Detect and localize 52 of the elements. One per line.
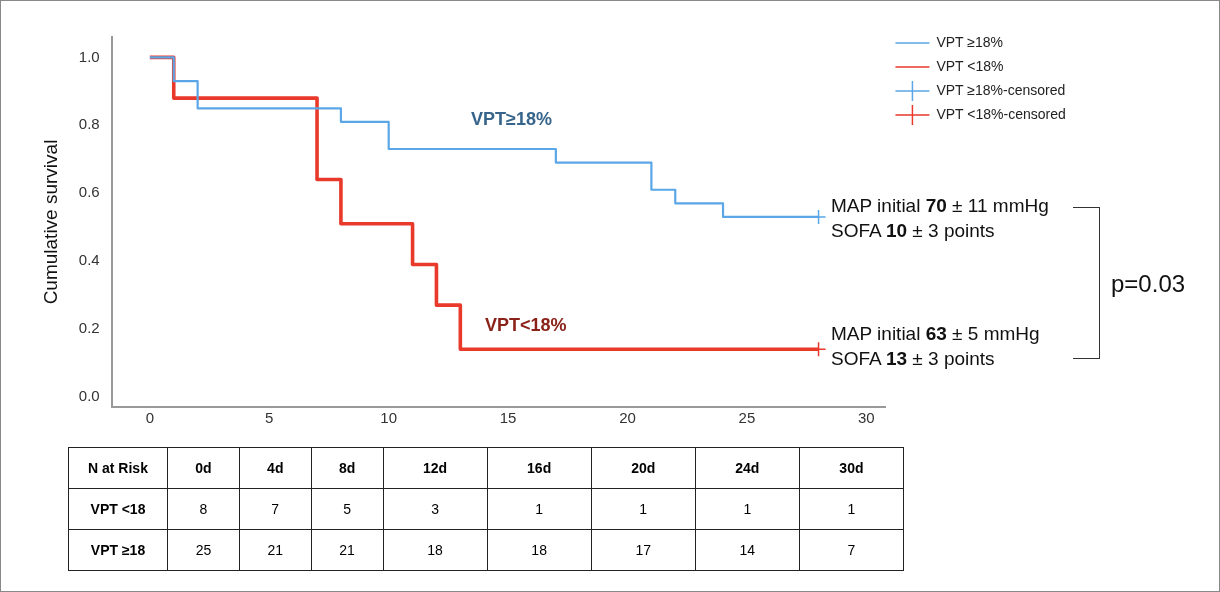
data-label: 21: [311, 529, 384, 571]
data-label: 1: [591, 488, 696, 530]
annotation: MAP initial 70 ± 11 mmHg: [831, 195, 1049, 216]
y-tick-label: 0.6: [78, 183, 100, 201]
x-tick-label: 20: [619, 409, 636, 427]
data-label: 17: [591, 529, 696, 571]
y-tick-label: VPT ≥18: [68, 529, 168, 571]
legend-label: VPT <18%: [936, 57, 1004, 74]
x-tick-label: 4d: [239, 447, 312, 489]
data-label: 5: [311, 488, 384, 530]
annotation: MAP initial 63 ± 5 mmHg: [831, 323, 1040, 344]
x-tick-label: 12d: [383, 447, 488, 489]
x-tick-label: 24d: [695, 447, 800, 489]
annotation: VPT≥18%: [471, 109, 552, 130]
x-tick-label: 20d: [591, 447, 696, 489]
x-tick-label: 5: [265, 409, 274, 427]
data-label: 1: [799, 488, 904, 530]
annotation: SOFA 10 ± 3 points: [831, 220, 995, 241]
data-label: 14: [695, 529, 800, 571]
y-tick-label: 0.4: [78, 251, 100, 269]
x-tick-label: 30d: [799, 447, 904, 489]
x-tick-label: 0d: [167, 447, 240, 489]
x-tick-label: 0: [145, 409, 155, 427]
annotation: SOFA 13 ± 3 points: [831, 348, 995, 369]
data-label: 7: [799, 529, 904, 571]
chart-title: N at Risk: [68, 447, 168, 489]
annotation: VPT<18%: [485, 315, 567, 336]
data-label: 3: [383, 488, 488, 530]
y-tick-label: 0.8: [78, 115, 100, 133]
y-tick-label: 0.0: [78, 386, 100, 404]
x-tick-label: 30: [857, 409, 875, 427]
legend-label: VPT ≥18%-censored: [936, 81, 1066, 98]
x-tick-label: 16d: [487, 447, 592, 489]
data-label: 8: [167, 488, 240, 530]
text: p=0.03: [1111, 269, 1186, 299]
data-label: 25: [167, 529, 240, 571]
data-label: 1: [487, 488, 592, 530]
x-tick-label: 10: [380, 409, 398, 427]
x-tick-label: 15: [499, 409, 517, 427]
x-tick-label: 25: [738, 409, 756, 427]
y-tick-label: 1.0: [78, 47, 100, 65]
data-label: 1: [695, 488, 800, 530]
data-label: 18: [487, 529, 592, 571]
data-label: 21: [239, 529, 312, 571]
legend-label: VPT ≥18%: [936, 33, 1004, 50]
data-label: 7: [239, 488, 312, 530]
y-tick-label: 0.2: [78, 319, 100, 337]
legend-label: VPT <18%-censored: [936, 105, 1066, 122]
y-tick-label: VPT <18: [68, 488, 168, 530]
data-label: 18: [383, 529, 488, 571]
x-tick-label: 8d: [311, 447, 384, 489]
y-axis-title: Cumulative survival: [39, 139, 61, 305]
